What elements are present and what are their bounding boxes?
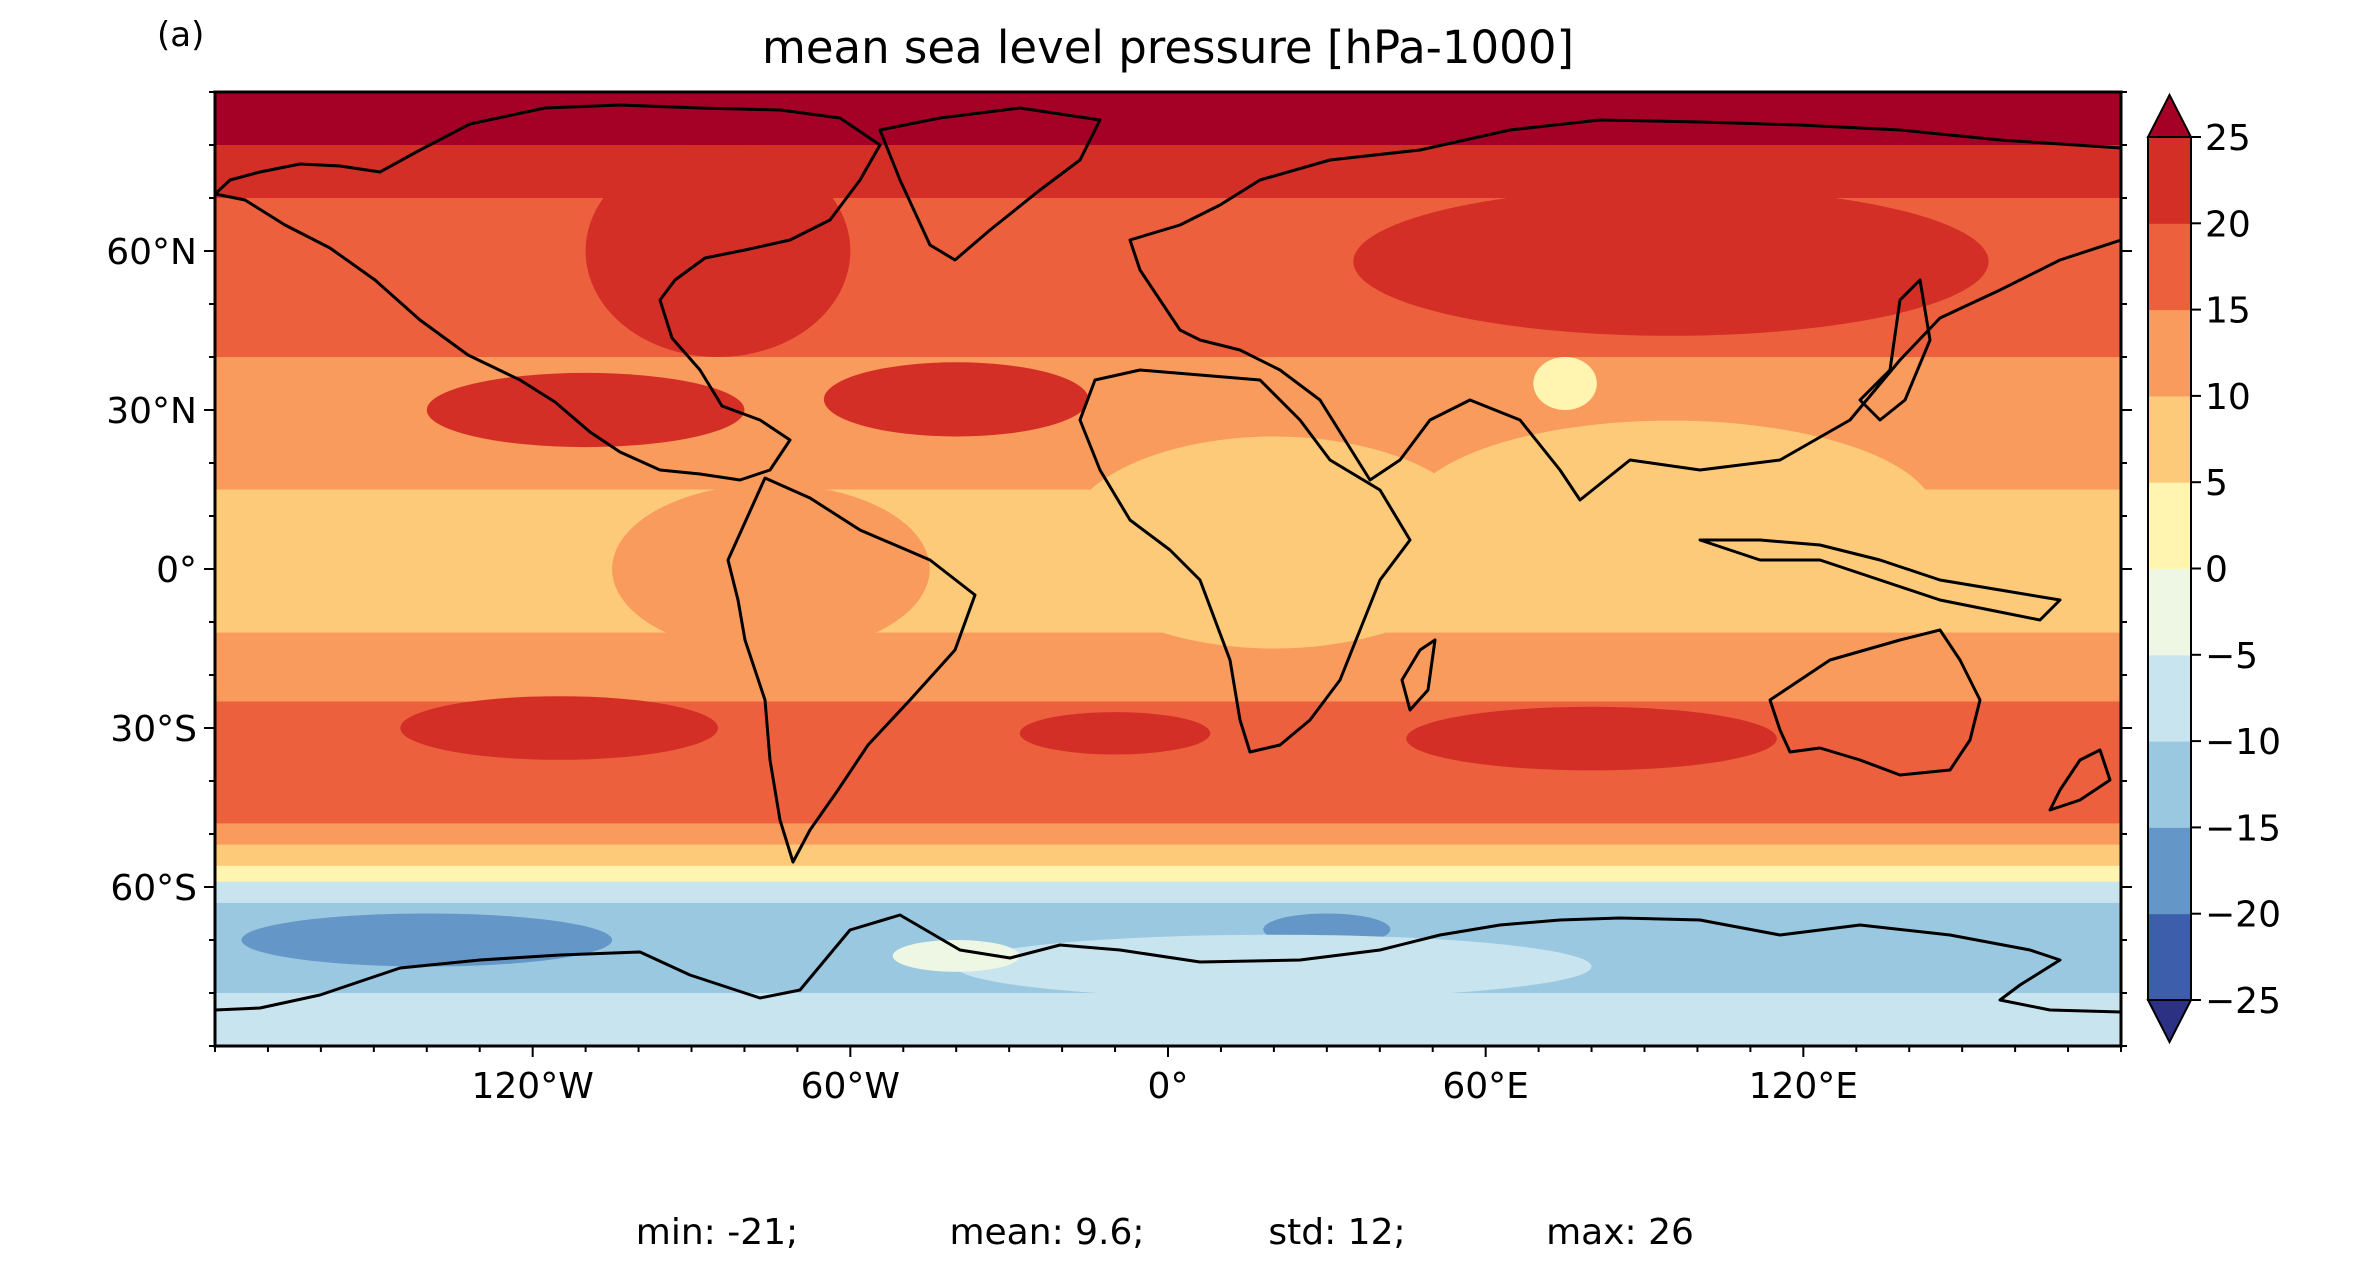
- pressure-band: [215, 632, 2121, 703]
- colorbar-tick-label: −25: [2205, 981, 2281, 1022]
- coastline-africa: [1078, 368, 1412, 754]
- stat-max: max: 26: [1546, 1212, 1694, 1253]
- x-tick-label: 60°W: [801, 1066, 900, 1107]
- pressure-cell: [585, 145, 851, 357]
- pressure-cell: [426, 372, 745, 448]
- y-tick-label: 0°: [156, 550, 197, 591]
- colorbar-segment: [2148, 309, 2191, 397]
- pressure-field-map: [215, 92, 2121, 1046]
- pressure-cell: [400, 696, 718, 760]
- y-tick-label: 60°S: [110, 868, 197, 909]
- panel-label: (a): [157, 15, 204, 55]
- colorbar-segment: [2148, 223, 2191, 311]
- map-title: mean sea level pressure [hPa-1000]: [762, 21, 1574, 74]
- x-tick-label: 120°E: [1749, 1066, 1858, 1107]
- pressure-band: [215, 865, 2121, 883]
- x-tick-label: 60°E: [1442, 1066, 1529, 1107]
- stat-std: std: 12;: [1268, 1212, 1405, 1253]
- colorbar-tick-label: −20: [2205, 895, 2281, 936]
- pressure-cell: [1353, 187, 1989, 336]
- colorbar-segment: [2148, 913, 2191, 1001]
- coastline-south-america: [726, 476, 977, 864]
- colorbar-tick-label: 0: [2205, 550, 2228, 591]
- coastline-greenland: [878, 106, 1102, 262]
- colorbar-segment: [2148, 741, 2191, 828]
- colorbar-segment: [2148, 827, 2191, 915]
- x-tick-label: 120°W: [472, 1066, 594, 1107]
- coastline-australia: [1768, 628, 1982, 777]
- pressure-band: [215, 881, 2121, 904]
- pressure-band: [215, 823, 2121, 846]
- coastline-japan: [1858, 278, 1932, 422]
- colorbar-segment: [2148, 137, 2191, 224]
- pressure-band: [215, 993, 2121, 1046]
- x-axis: 120°W 60°W 0° 60°E 120°E: [214, 1046, 2122, 1107]
- colorbar-tick-label: −15: [2205, 808, 2281, 849]
- pressure-band: [215, 92, 2121, 146]
- pressure-cell: [1406, 706, 1777, 771]
- coastline-new-zealand: [2048, 748, 2112, 812]
- colorbar-over-arrow: [2146, 92, 2193, 138]
- y-axis: 60°N 30°N 0° 30°S 60°S: [106, 91, 2132, 1047]
- x-tick-label: 0°: [1148, 1066, 1189, 1107]
- colorbar-tick-label: −5: [2205, 636, 2258, 677]
- coastline-eurasia: [1128, 118, 2121, 502]
- colorbar-segment: [2148, 568, 2191, 656]
- y-tick-label: 30°N: [106, 391, 197, 432]
- coastline-madagascar: [1400, 638, 1437, 712]
- colorbar-segment: [2148, 482, 2191, 569]
- pressure-cell: [241, 913, 613, 967]
- coastlines: [215, 103, 2121, 1014]
- pressure-cell: [892, 940, 1020, 972]
- coastline-maritime-continent: [1698, 538, 2062, 622]
- coastline-antarctica: [215, 913, 2121, 1014]
- colorbar-tick-label: 10: [2205, 377, 2251, 418]
- colorbar-tick-label: 15: [2205, 291, 2251, 332]
- pressure-cell: [823, 362, 1089, 437]
- pressure-band: [215, 844, 2121, 867]
- pressure-band: [215, 145, 2121, 199]
- pressure-cell: [1019, 712, 1211, 755]
- colorbar-segment: [2148, 395, 2191, 483]
- pressure-cell: [1406, 420, 1936, 612]
- colorbar-under-arrow: [2146, 999, 2193, 1045]
- y-tick-label: 60°N: [106, 232, 197, 273]
- colorbar: −25 −20 −15 −10 −5 0 5 10 15 20 25: [2146, 92, 2281, 1045]
- colorbar-segment: [2148, 654, 2191, 742]
- colorbar-tick-label: 5: [2205, 463, 2228, 504]
- coastline-north-america: [215, 103, 882, 482]
- colorbar-tick-label: 20: [2205, 204, 2251, 245]
- pressure-cell: [956, 934, 1592, 999]
- pressure-cell: [1533, 357, 1597, 410]
- colorbar-tick-label: 25: [2205, 118, 2251, 159]
- stat-min: min: -21;: [636, 1212, 798, 1253]
- colorbar-tick-label: −10: [2205, 722, 2281, 763]
- stat-mean: mean: 9.6;: [949, 1212, 1144, 1253]
- pressure-cell: [612, 484, 930, 654]
- y-tick-label: 30°S: [110, 709, 197, 750]
